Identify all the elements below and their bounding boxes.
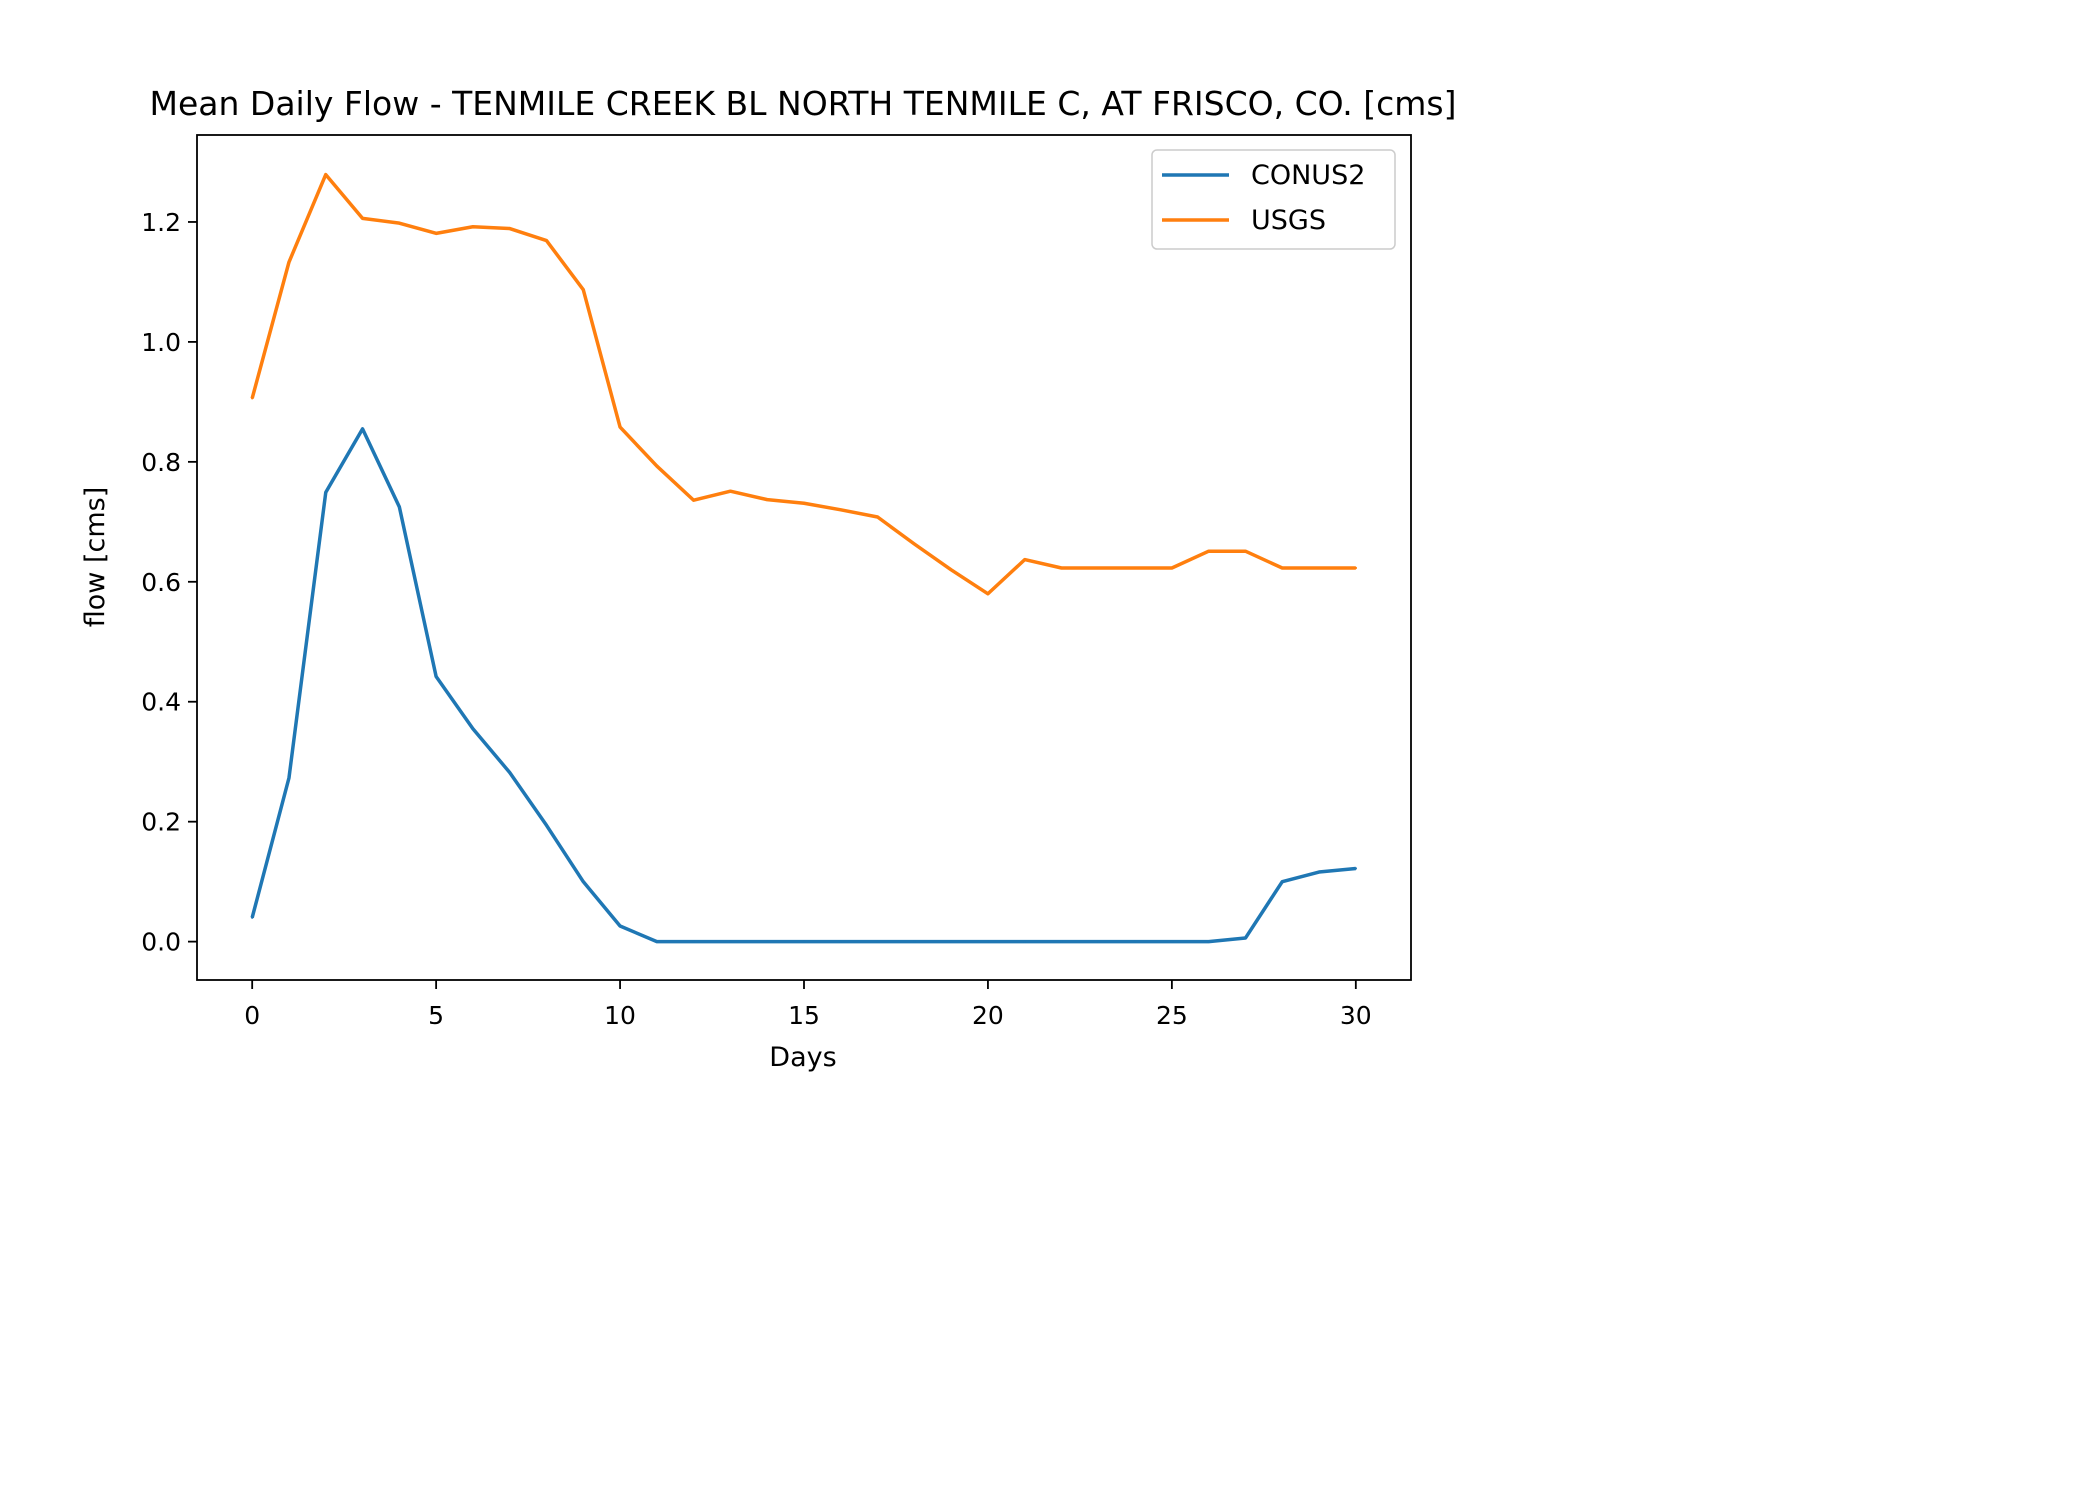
x-axis-label: Days bbox=[769, 1042, 836, 1073]
y-tick-label: 0.4 bbox=[141, 688, 181, 717]
data-point-usgs bbox=[1060, 566, 1063, 570]
data-point-conus2 bbox=[361, 427, 364, 431]
data-point-usgs bbox=[1133, 566, 1137, 570]
data-point-conus2 bbox=[434, 675, 438, 678]
data-point-usgs bbox=[618, 425, 622, 429]
line-chart: Mean Daily Flow - TENMILE CREEK BL NORTH… bbox=[80, 84, 1457, 1073]
data-point-usgs bbox=[471, 225, 475, 228]
data-point-conus2 bbox=[913, 940, 916, 943]
data-point-conus2 bbox=[949, 940, 953, 943]
data-point-usgs bbox=[986, 592, 990, 595]
data-point-usgs bbox=[1097, 566, 1100, 570]
data-point-conus2 bbox=[471, 727, 475, 730]
plot-area bbox=[250, 172, 1358, 944]
x-tick-label: 5 bbox=[428, 1001, 444, 1030]
data-point-conus2 bbox=[398, 505, 401, 509]
data-point-conus2 bbox=[582, 880, 585, 883]
data-point-conus2 bbox=[1133, 940, 1137, 943]
x-tick-label: 30 bbox=[1340, 1001, 1372, 1030]
data-point-usgs bbox=[1023, 558, 1026, 561]
data-point-conus2 bbox=[876, 940, 879, 943]
data-point-conus2 bbox=[1023, 940, 1026, 943]
data-point-usgs bbox=[508, 227, 511, 230]
data-point-conus2 bbox=[1281, 880, 1284, 883]
data-point-conus2 bbox=[729, 940, 732, 943]
data-point-usgs bbox=[913, 542, 916, 546]
data-point-conus2 bbox=[287, 776, 291, 780]
data-point-conus2 bbox=[1170, 940, 1174, 943]
y-axis: 0.0 0.2 0.4 0.6 0.8 1.0 1.2 bbox=[141, 208, 197, 957]
data-point-conus2 bbox=[618, 924, 622, 928]
data-point-usgs bbox=[361, 217, 364, 220]
data-point-conus2 bbox=[1244, 936, 1247, 940]
data-point-conus2 bbox=[655, 940, 659, 943]
data-point-usgs bbox=[582, 288, 585, 291]
data-point-usgs bbox=[250, 397, 254, 400]
data-point-usgs bbox=[1244, 550, 1247, 553]
data-point-conus2 bbox=[1060, 940, 1063, 943]
data-point-usgs bbox=[545, 239, 548, 242]
chart-title: Mean Daily Flow - TENMILE CREEK BL NORTH… bbox=[150, 84, 1457, 123]
legend-label-conus2: CONUS2 bbox=[1251, 160, 1365, 191]
data-point-usgs bbox=[802, 502, 806, 505]
data-point-conus2 bbox=[1097, 940, 1100, 943]
data-point-conus2 bbox=[545, 824, 548, 827]
data-point-usgs bbox=[287, 260, 291, 264]
series-line-conus2 bbox=[250, 427, 1356, 944]
data-point-usgs bbox=[1354, 566, 1358, 570]
data-point-usgs bbox=[434, 232, 438, 235]
y-tick-label: 0.6 bbox=[141, 568, 181, 597]
data-point-conus2 bbox=[839, 940, 842, 943]
data-point-conus2 bbox=[508, 771, 511, 774]
data-point-usgs bbox=[692, 499, 695, 502]
x-tick-label: 25 bbox=[1156, 1001, 1188, 1030]
y-tick-label: 0.2 bbox=[141, 808, 181, 837]
data-point-conus2 bbox=[1354, 867, 1358, 870]
data-point-usgs bbox=[1207, 550, 1210, 553]
y-axis-label: flow [cms] bbox=[80, 487, 111, 627]
data-point-conus2 bbox=[802, 940, 806, 943]
data-point-usgs bbox=[766, 498, 769, 501]
x-tick-label: 10 bbox=[604, 1001, 636, 1030]
data-point-usgs bbox=[1170, 566, 1174, 570]
legend-label-usgs: USGS bbox=[1251, 205, 1326, 236]
data-point-conus2 bbox=[766, 940, 769, 943]
x-tick-label: 15 bbox=[788, 1001, 820, 1030]
x-tick-label: 0 bbox=[244, 1001, 260, 1030]
data-point-conus2 bbox=[986, 940, 990, 943]
data-point-usgs bbox=[655, 464, 659, 468]
data-point-usgs bbox=[876, 515, 879, 519]
data-point-usgs bbox=[949, 568, 953, 571]
data-point-conus2 bbox=[1207, 940, 1210, 943]
data-point-usgs bbox=[1281, 566, 1284, 570]
data-point-conus2 bbox=[250, 916, 254, 919]
x-axis: 0 5 10 15 20 25 30 bbox=[244, 980, 1372, 1030]
y-tick-label: 0.8 bbox=[141, 448, 181, 477]
y-tick-label: 1.0 bbox=[141, 328, 181, 357]
data-point-usgs bbox=[839, 508, 842, 512]
data-point-usgs bbox=[729, 490, 732, 493]
data-point-usgs bbox=[1317, 566, 1321, 570]
data-point-usgs bbox=[324, 173, 327, 176]
y-tick-label: 0.0 bbox=[141, 928, 181, 957]
data-point-conus2 bbox=[324, 491, 327, 494]
data-point-conus2 bbox=[1317, 870, 1321, 874]
x-tick-label: 20 bbox=[972, 1001, 1004, 1030]
data-point-conus2 bbox=[692, 940, 695, 943]
plot-frame bbox=[196, 134, 1412, 981]
legend: CONUS2 USGS bbox=[1151, 149, 1396, 250]
y-tick-label: 1.2 bbox=[141, 208, 181, 237]
data-point-usgs bbox=[398, 221, 401, 225]
